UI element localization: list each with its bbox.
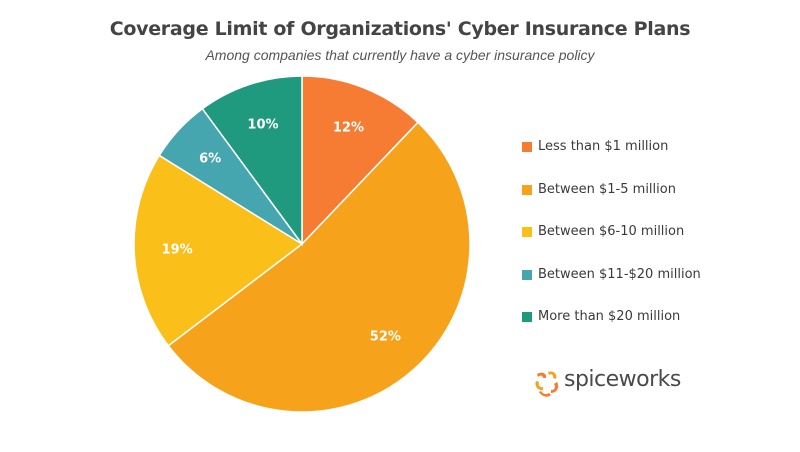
pie-slice-between-6-10-million <box>133 154 304 347</box>
pie-slice-less-than-1-million <box>301 75 419 246</box>
legend-label: Less than $1 million <box>538 139 669 154</box>
legend-label: Between $1-5 million <box>538 181 676 197</box>
legend-item-between-1-5-million: Between $1-5 million <box>522 181 792 224</box>
legend: Less than $1 million Between $1-5 million… <box>522 138 792 351</box>
spiceworks-wordmark: spiceworks <box>564 367 681 392</box>
chart-title: Coverage Limit of Organizations' Cyber I… <box>109 18 691 40</box>
spiceworks-logo: spiceworks <box>533 365 683 405</box>
slice-label-more-than-20-million: 10% <box>247 118 278 133</box>
legend-label: More than $20 million <box>538 309 681 324</box>
pie-labels: 12% 52% 19% 6% 10% <box>162 118 401 345</box>
legend-label: Between $6-10 million <box>538 224 685 239</box>
legend-swatch <box>522 142 532 152</box>
spiceworks-logo-icon <box>535 371 559 397</box>
legend-item-between-11-20-million: Between $11-$20 million <box>522 266 792 309</box>
legend-swatch <box>522 312 532 322</box>
slice-label-less-than-1-million: 12% <box>333 120 364 135</box>
chart-subtitle: Among companies that currently have a cy… <box>205 47 595 63</box>
slice-label-between-11-20-million: 6% <box>199 152 221 167</box>
legend-item-more-than-20-million: More than $20 million <box>522 308 792 351</box>
slice-label-between-1-5-million: 52% <box>370 330 401 345</box>
legend-swatch <box>522 227 532 237</box>
pie-slices <box>133 75 471 413</box>
pie-slice-more-than-20-million <box>201 75 303 247</box>
legend-item-less-than-1-million: Less than $1 million <box>522 138 792 181</box>
legend-item-between-6-10-million: Between $6-10 million <box>522 223 792 266</box>
legend-swatch <box>522 184 532 195</box>
legend-swatch <box>522 269 532 280</box>
pie-slice-between-1-5-million <box>167 121 471 413</box>
slice-label-between-6-10-million: 19% <box>162 242 193 257</box>
legend-label: Between $11-$20 million <box>538 266 701 282</box>
